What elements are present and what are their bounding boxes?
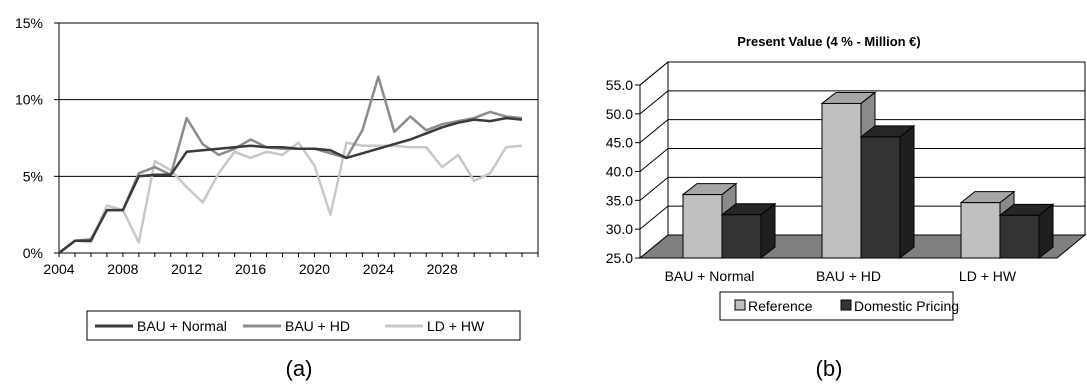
line-chart-x-ticks: 2004 2008 2012 2016 2020 2024 2028	[43, 253, 539, 277]
y-tick-label: 55.0	[606, 77, 633, 93]
bar-2-1	[998, 203, 1055, 260]
bar-chart-category-labels: BAU + Normal BAU + HD LD + HW	[665, 268, 1017, 284]
gridline-side	[639, 148, 669, 172]
legend-swatch-1	[840, 299, 852, 311]
bar-front	[999, 214, 1040, 259]
legend-label-2: LD + HW	[427, 318, 485, 334]
line-chart-panel: 0%5%10%15% 2004 2008 2012 2016 2020 2024 2028 …	[15, 15, 539, 381]
category-label: BAU + Normal	[665, 268, 755, 284]
y-tick-label: 5%	[23, 168, 43, 184]
bar-0-1	[720, 202, 777, 260]
legend-label-1: BAU + HD	[285, 318, 350, 334]
y-tick-label: 35.0	[606, 192, 633, 208]
x-tick-label: 2008	[107, 261, 138, 277]
gridline-side	[639, 205, 669, 230]
gridline-side	[639, 61, 669, 86]
bar-1-1	[859, 124, 916, 260]
category-label: BAU + HD	[816, 268, 881, 284]
y-tick-label: 40.0	[606, 164, 633, 180]
bar-chart-title: Present Value (4 % - Million €)	[737, 34, 921, 49]
line-chart-y-ticks: 0% 5% 10% 15%	[15, 15, 59, 261]
bar-side	[899, 124, 915, 260]
x-tick-label: 2016	[235, 261, 266, 277]
line-chart-legend: BAU + Normal BAU + HD LD + HW	[86, 310, 521, 341]
bar-front	[682, 194, 723, 259]
x-tick-label: 2004	[43, 261, 74, 277]
panel-label-b: (b)	[816, 356, 843, 381]
bar-front	[860, 136, 901, 259]
legend-label-0: BAU + Normal	[137, 318, 227, 334]
x-tick-label: 2028	[427, 261, 458, 277]
y-tick-label: 15%	[15, 15, 43, 31]
x-tick-label: 2020	[299, 261, 330, 277]
panel-label-a: (a)	[286, 356, 313, 381]
y-tick-label: 45.0	[606, 135, 633, 151]
legend-box	[86, 310, 521, 341]
legend-items: BAU + Normal BAU + HD LD + HW	[95, 318, 485, 334]
bar-chart-bars	[681, 91, 1055, 260]
y-tick-label: 30.0	[606, 221, 633, 237]
x-tick-label: 2024	[363, 261, 394, 277]
bar-chart-panel: Present Value (4 % - Million €) 25.0 30.0…	[606, 34, 1087, 381]
category-label: LD + HW	[959, 268, 1017, 284]
y-tick-label: 25.0	[606, 250, 633, 266]
y-tick-label: 50.0	[606, 106, 633, 122]
series-line-0	[58, 116, 523, 254]
line-plot-area	[58, 22, 539, 254]
gridline-side	[639, 176, 669, 201]
y-tick-label: 10%	[15, 92, 43, 108]
x-tick-label: 2012	[171, 261, 202, 277]
y-tick-label: 0%	[23, 245, 43, 261]
bar-front	[821, 102, 862, 259]
legend-label-0: Reference	[748, 298, 813, 314]
gridline-side	[639, 90, 669, 115]
gridline-side	[639, 119, 669, 144]
legend-swatch-0	[734, 299, 746, 311]
bar-chart-legend: Reference Domestic Pricing	[719, 291, 959, 321]
bar-front	[721, 214, 762, 259]
legend-items: Reference Domestic Pricing	[734, 298, 959, 314]
bar-front	[960, 202, 1001, 259]
legend-label-1: Domestic Pricing	[854, 298, 959, 314]
line-chart-series	[58, 75, 523, 254]
legend-box	[719, 291, 954, 321]
